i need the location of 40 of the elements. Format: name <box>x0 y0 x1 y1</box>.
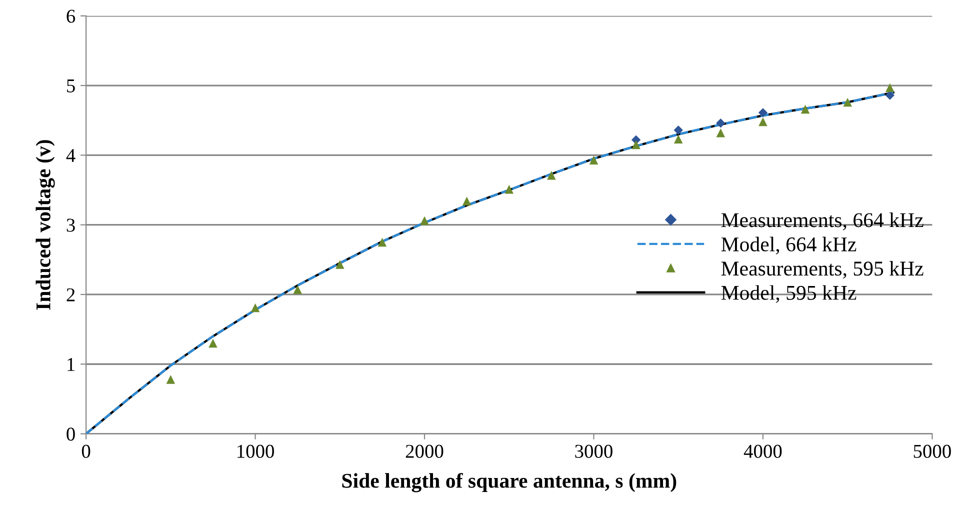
point <box>674 125 683 135</box>
legend-label: Model, 595 kHz <box>721 285 856 303</box>
point <box>547 170 556 180</box>
point <box>336 260 344 269</box>
x-tick-label: 4000 <box>744 444 782 458</box>
legend-label: Measurements, 595 kHz <box>721 260 924 279</box>
x-axis-title: Side length of square antenna, s (mm) <box>342 472 676 492</box>
x-tick-label: 2000 <box>406 444 444 458</box>
y-tick-label: 0 <box>66 428 75 441</box>
x-tick-label: 5000 <box>914 444 951 458</box>
legend-label: Model, 664 kHz <box>721 236 856 254</box>
y-tick-label: 3 <box>66 218 75 232</box>
x-tick-label: 3000 <box>575 444 612 458</box>
point <box>208 338 218 348</box>
point <box>758 117 768 126</box>
x-tick-label: 0 <box>82 444 90 458</box>
point <box>716 128 726 138</box>
point <box>632 140 640 150</box>
y-tick-label: 2 <box>66 288 75 302</box>
y-tick-label: 1 <box>68 358 74 371</box>
y-tick-label: 5 <box>67 80 75 92</box>
point <box>800 104 810 114</box>
y-tick-label: 6 <box>66 10 76 23</box>
y-axis-title: Induced voltage (v) <box>36 140 55 310</box>
point <box>758 108 768 118</box>
point <box>674 134 683 144</box>
point <box>716 118 726 128</box>
point <box>504 184 514 194</box>
x-tick-label: 1000 <box>238 444 274 458</box>
legend-label: Measurements, 664 kHz <box>721 212 924 230</box>
point <box>166 375 176 384</box>
point <box>589 156 598 164</box>
point <box>885 83 894 92</box>
point <box>462 196 472 206</box>
point <box>378 238 387 247</box>
point <box>293 285 302 294</box>
point <box>843 98 852 107</box>
point <box>420 216 429 226</box>
y-tick-label: 4 <box>66 149 76 162</box>
point <box>250 303 260 312</box>
